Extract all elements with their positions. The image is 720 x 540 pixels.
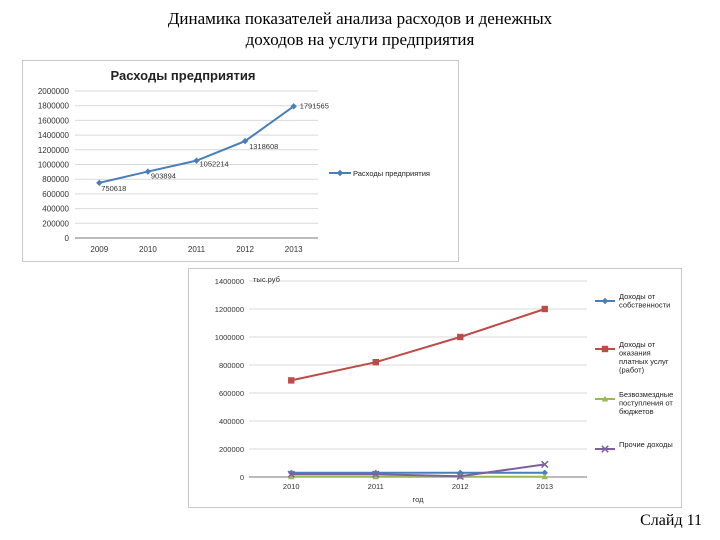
series-line (291, 463, 545, 478)
legend-label: Безвозмездные поступления от бюджетов (619, 390, 673, 416)
data-label: 903894 (151, 172, 176, 181)
legend-marker (601, 297, 609, 305)
legend-label: Доходы от оказания платных услуг (работ) (619, 340, 669, 375)
slide-title-line-1: Динамика показателей анализа расходов и … (167, 9, 553, 28)
income-chart: 0 200000 400000 600000 800000 1000000 1200000 1… (188, 268, 682, 508)
data-point (193, 157, 200, 164)
legend-marker (336, 169, 344, 177)
data-label: 1791565 (300, 101, 329, 110)
data-point (456, 472, 464, 481)
y-tick-label: 800000 (219, 361, 244, 370)
legend-label: Расходы предприятия (353, 169, 430, 178)
data-point (288, 377, 295, 384)
y-tick-label: 1400000 (38, 131, 70, 140)
y-tick-label: 600000 (42, 190, 69, 199)
y-tick-label: 1000000 (38, 161, 70, 170)
y-tick-label: 1200000 (215, 305, 244, 314)
data-label: 750618 (101, 184, 126, 193)
data-point (541, 305, 548, 313)
x-tick-label: 2013 (285, 245, 303, 254)
data-point (241, 137, 249, 145)
y-tick-label: 400000 (219, 417, 244, 426)
expenses-chart-svg: Расходы предприятия 0 200000 400000 600000 80… (38, 68, 430, 254)
x-axis-label: год (413, 495, 425, 504)
data-point (372, 470, 380, 478)
y-tick-label: 1400000 (215, 277, 244, 286)
income-chart-svg: 0 200000 400000 600000 800000 1000000 1200000 1… (215, 275, 674, 504)
y-tick-label: 0 (240, 473, 244, 482)
y-tick-label: 1200000 (38, 146, 70, 155)
y-tick-label: 1600000 (38, 116, 70, 125)
y-tick-label: 2000000 (38, 87, 70, 96)
series-line (291, 308, 546, 382)
data-point (372, 473, 379, 480)
y-tick-label: 800000 (42, 175, 69, 184)
y-tick-label: 1800000 (38, 102, 70, 111)
x-tick-label: 2012 (452, 482, 469, 491)
data-point (457, 333, 464, 341)
data-point (287, 470, 295, 478)
y-tick-label: 400000 (42, 205, 69, 214)
data-point (541, 473, 548, 480)
x-tick-label: 2010 (283, 482, 300, 491)
data-point (541, 469, 548, 476)
x-tick-label: 2013 (536, 482, 553, 491)
legend-label: Доходы от собственности (619, 292, 670, 310)
x-tick-label: 2011 (188, 245, 206, 254)
data-point (288, 473, 295, 480)
x-tick-label: 2009 (90, 245, 108, 254)
slide-title: Динамика показателей анализа расходов и … (60, 8, 660, 50)
x-tick-label: 2012 (236, 245, 254, 254)
expenses-chart-title: Расходы предприятия (110, 68, 255, 83)
y-tick-label: 600000 (219, 389, 244, 398)
data-point (144, 168, 152, 175)
y-tick-label: 200000 (42, 219, 69, 228)
legend-marker (601, 345, 609, 353)
legend-label: Прочие доходы (619, 440, 673, 449)
y-tick-label: 1000000 (215, 333, 244, 342)
data-point (372, 359, 379, 366)
legend-marker (601, 395, 609, 402)
y-tick-label: 0 (65, 234, 70, 243)
legend-marker (601, 445, 609, 453)
data-point (290, 103, 297, 110)
x-tick-label: 2011 (368, 482, 384, 491)
data-label: 1318608 (249, 142, 278, 151)
y-tick-label: 200000 (219, 445, 244, 454)
data-label: 1052214 (200, 160, 229, 169)
slide-title-line-2: доходов на услуги предприятия (245, 30, 475, 49)
data-point (541, 460, 549, 469)
slide-number: Слайд 11 (640, 512, 702, 529)
y-axis-label: тыс.руб (253, 275, 280, 284)
x-tick-label: 2010 (139, 245, 157, 254)
expenses-chart: Расходы предприятия 0 200000 400000 600000 80… (22, 60, 459, 262)
data-point (96, 179, 103, 187)
